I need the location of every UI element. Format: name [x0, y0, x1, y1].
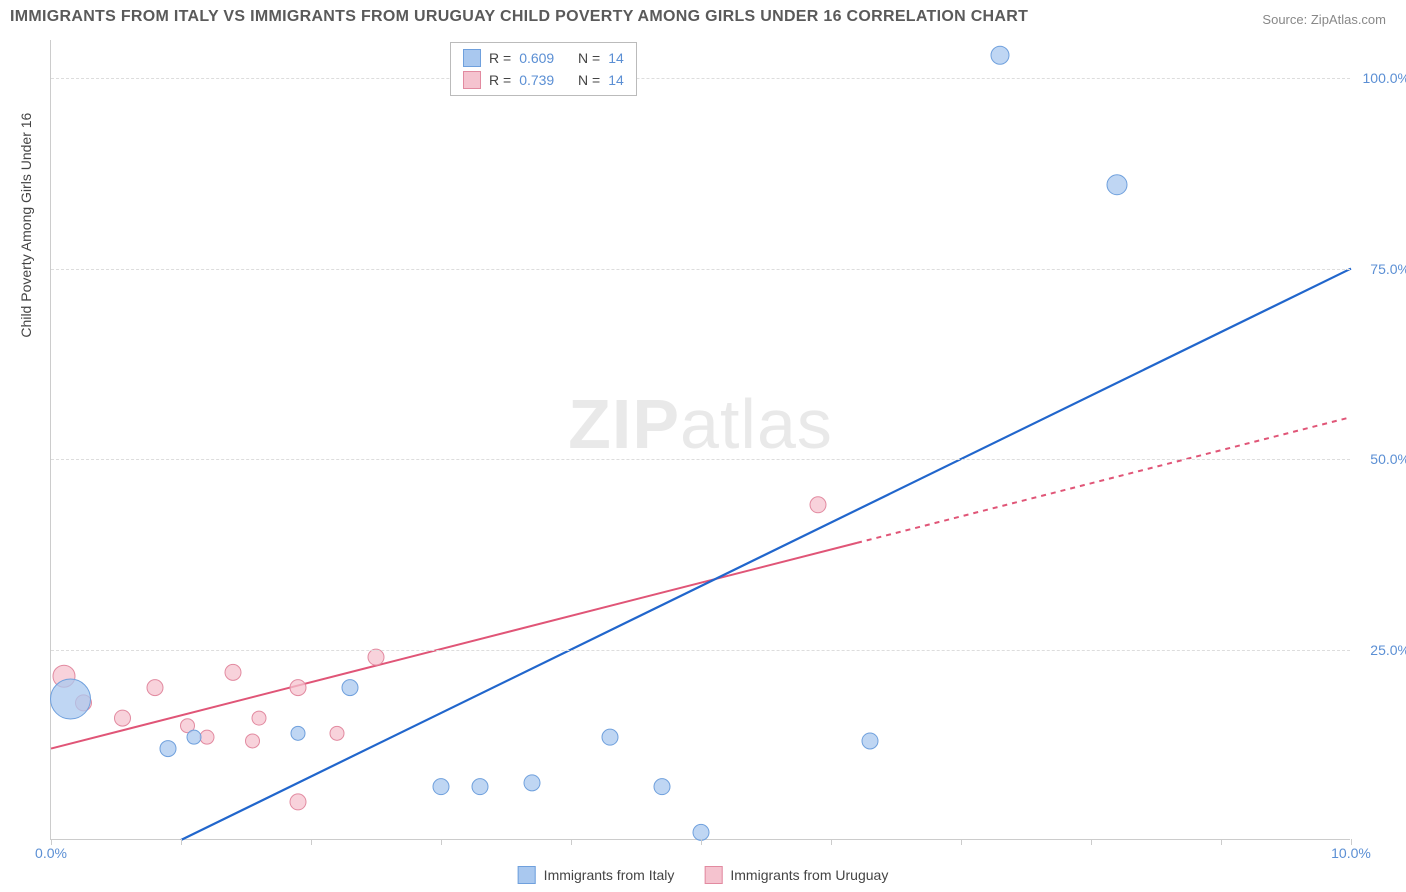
x-tick-mark — [441, 839, 442, 845]
y-tick-label: 50.0% — [1370, 451, 1406, 467]
gridline — [51, 650, 1350, 651]
correlation-legend: R = 0.609 N = 14 R = 0.739 N = 14 — [450, 42, 637, 96]
n-value-uruguay: 14 — [608, 72, 624, 88]
source-label: Source: ZipAtlas.com — [1262, 12, 1386, 27]
x-tick-mark — [1221, 839, 1222, 845]
y-tick-label: 75.0% — [1370, 261, 1406, 277]
gridline — [51, 459, 1350, 460]
x-tick-mark — [181, 839, 182, 845]
swatch-italy-bottom — [518, 866, 536, 884]
x-tick-mark — [701, 839, 702, 845]
legend-label-italy: Immigrants from Italy — [544, 867, 675, 883]
legend-item-uruguay: Immigrants from Uruguay — [704, 866, 888, 884]
series-legend: Immigrants from Italy Immigrants from Ur… — [518, 866, 889, 884]
legend-row-uruguay: R = 0.739 N = 14 — [463, 69, 624, 91]
swatch-italy — [463, 49, 481, 67]
n-label-italy: N = — [578, 50, 600, 66]
y-axis-label: Child Poverty Among Girls Under 16 — [18, 113, 34, 338]
x-tick-label: 10.0% — [1331, 845, 1371, 861]
gridline — [51, 78, 1350, 79]
x-tick-mark — [831, 839, 832, 845]
swatch-uruguay-bottom — [704, 866, 722, 884]
n-value-italy: 14 — [608, 50, 624, 66]
legend-item-italy: Immigrants from Italy — [518, 866, 675, 884]
y-tick-label: 25.0% — [1370, 642, 1406, 658]
x-tick-mark — [571, 839, 572, 845]
gridline — [51, 269, 1350, 270]
x-tick-mark — [311, 839, 312, 845]
r-label-italy: R = — [489, 50, 511, 66]
r-value-uruguay: 0.739 — [519, 72, 554, 88]
plot-svg — [51, 40, 1350, 839]
chart-container: IMMIGRANTS FROM ITALY VS IMMIGRANTS FROM… — [0, 0, 1406, 892]
legend-row-italy: R = 0.609 N = 14 — [463, 47, 624, 69]
plot-area: ZIPatlas 25.0%50.0%75.0%100.0%0.0%10.0% — [50, 40, 1350, 840]
x-tick-label: 0.0% — [35, 845, 67, 861]
legend-label-uruguay: Immigrants from Uruguay — [730, 867, 888, 883]
r-label-uruguay: R = — [489, 72, 511, 88]
n-label-uruguay: N = — [578, 72, 600, 88]
swatch-uruguay — [463, 71, 481, 89]
r-value-italy: 0.609 — [519, 50, 554, 66]
chart-title: IMMIGRANTS FROM ITALY VS IMMIGRANTS FROM… — [10, 8, 1028, 26]
x-tick-mark — [1091, 839, 1092, 845]
y-tick-label: 100.0% — [1363, 70, 1406, 86]
source-value: ZipAtlas.com — [1311, 12, 1386, 27]
source-prefix: Source: — [1262, 12, 1307, 27]
x-tick-mark — [961, 839, 962, 845]
